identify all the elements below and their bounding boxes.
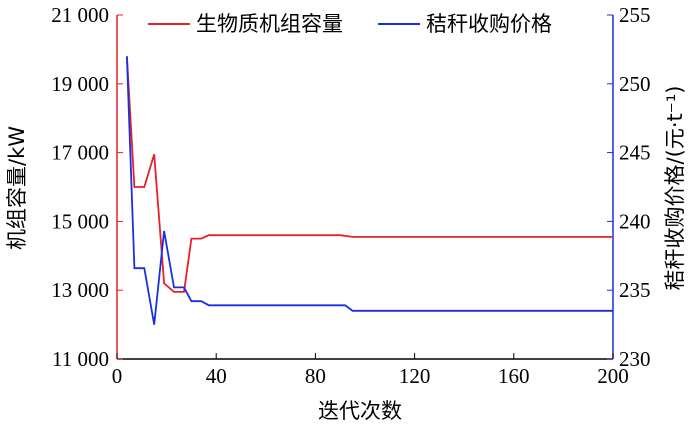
left-y-tick-label: 13 000 [51,278,109,302]
right-y-tick-label: 235 [619,278,651,302]
left-y-tick-label: 15 000 [51,209,109,233]
x-tick-label: 200 [597,364,629,388]
left-y-axis-ticks: 11 000 13 000 15 000 17 000 19 000 21 000 [51,3,123,371]
left-y-tick-label: 11 000 [52,347,109,371]
legend-label-price: 秸秆收购价格 [426,12,552,36]
left-y-tick-label: 19 000 [51,72,109,96]
series-line-price [126,56,613,325]
legend-label-capacity: 生物质机组容量 [196,12,343,36]
plot-frame [116,15,614,360]
right-y-axis-ticks: 230 235 240 245 250 255 [607,3,651,371]
right-y-axis-title: 秸秆收购价格/(元·t⁻¹) [663,86,687,291]
right-y-tick-label: 245 [619,141,651,165]
right-y-tick-label: 255 [619,3,651,27]
x-axis-title: 迭代次数 [318,399,402,423]
left-y-axis-title: 机组容量/kW [5,126,29,250]
right-y-tick-label: 250 [619,72,651,96]
x-tick-label: 120 [399,364,431,388]
series-line-capacity [126,56,613,293]
left-y-tick-label: 17 000 [51,141,109,165]
right-y-tick-label: 230 [619,347,651,371]
x-tick-label: 160 [498,364,530,388]
series-layer [126,56,613,325]
x-tick-label: 0 [112,364,123,388]
x-tick-label: 40 [206,364,227,388]
x-axis-ticks: 0 40 80 120 160 200 [112,353,629,388]
right-y-tick-label: 240 [619,209,651,233]
x-tick-label: 80 [305,364,326,388]
left-y-tick-label: 21 000 [51,3,109,27]
legend: 生物质机组容量 秸秆收购价格 [148,12,552,36]
